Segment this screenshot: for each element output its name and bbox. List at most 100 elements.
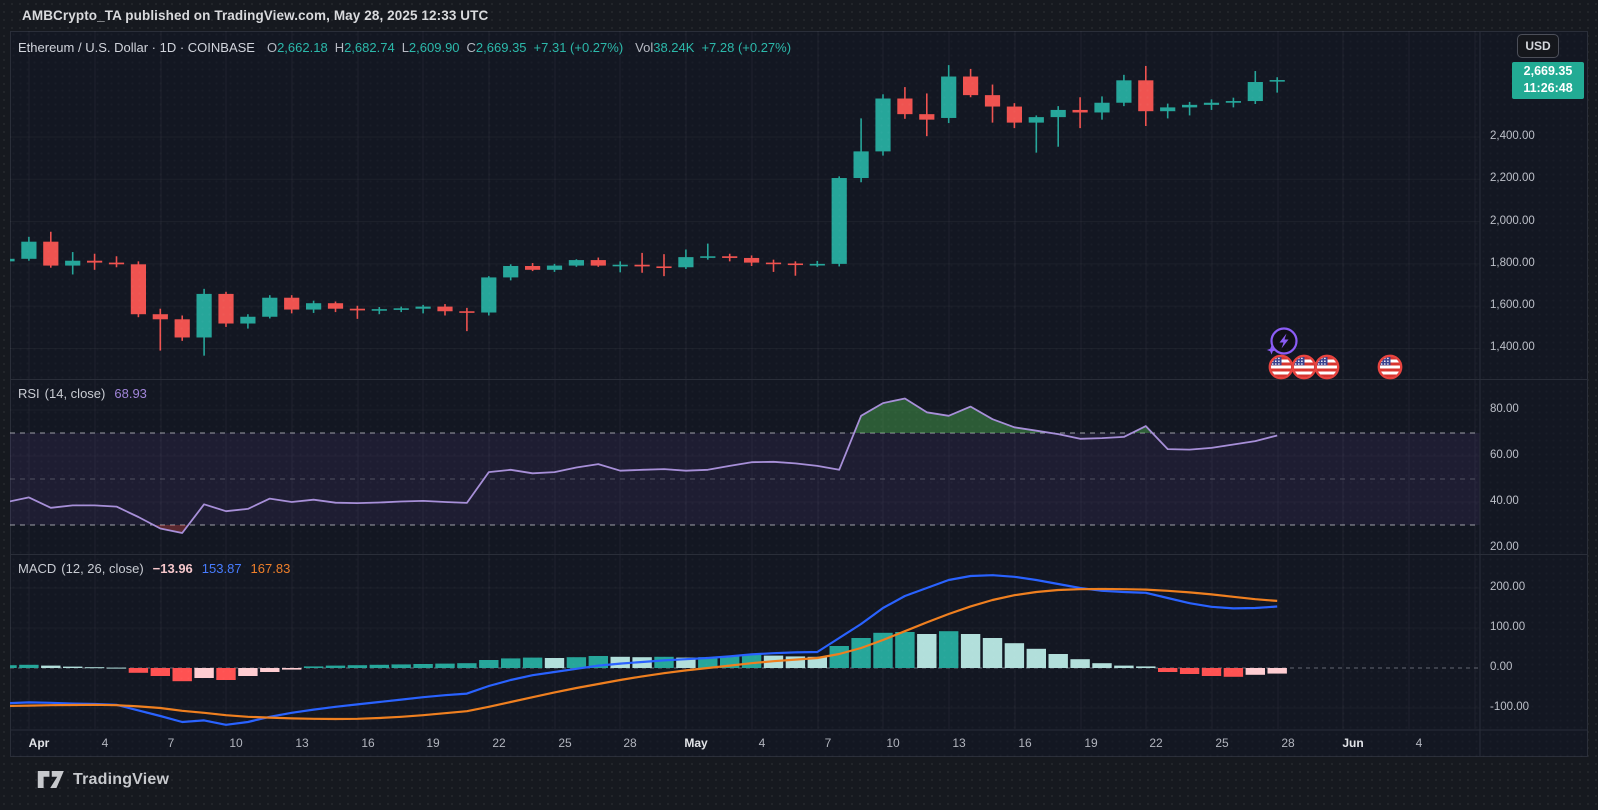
us-flag-event-icon[interactable]	[1291, 354, 1317, 380]
macd-histogram-bar	[41, 665, 61, 668]
macd-histogram-bar	[282, 668, 302, 670]
macd-histogram-bar	[807, 656, 827, 668]
footer-bar: TradingView	[0, 757, 1598, 810]
macd-histogram-bar	[84, 667, 105, 669]
time-axis-label: 13	[295, 736, 309, 750]
candle-body	[744, 257, 760, 263]
time-axis-label: 22	[492, 736, 506, 750]
macd-histogram-bar	[1245, 668, 1265, 675]
signal-lightning-icon[interactable]	[1266, 327, 1298, 355]
candle-body	[1028, 117, 1044, 123]
time-axis-label: 10	[886, 736, 900, 750]
candle-body	[1138, 80, 1154, 112]
macd-histogram-bar	[785, 656, 806, 668]
us-flag-event-icon[interactable]	[1314, 354, 1340, 380]
open-value: 2,662.18	[277, 40, 328, 55]
macd-histogram-bar	[741, 654, 762, 668]
candle-body	[722, 256, 738, 258]
tradingview-brand[interactable]: TradingView	[37, 769, 169, 790]
macd-histogram-bar	[150, 668, 170, 676]
macd-histogram-bar	[501, 658, 521, 668]
candle-body	[65, 260, 81, 266]
open-label: O	[266, 40, 278, 55]
candle-body	[1203, 102, 1220, 105]
candle-body	[853, 151, 869, 179]
close-value: 2,669.35	[475, 40, 527, 55]
candle-body	[481, 277, 497, 313]
candle-body	[875, 98, 891, 152]
macd-histogram-bar	[1026, 648, 1046, 668]
currency-button[interactable]: USD	[1517, 34, 1559, 58]
rsi-oversold-fill	[153, 525, 189, 533]
macd-histogram-bar	[325, 665, 346, 668]
candle-body	[809, 263, 825, 266]
us-flag-event-icon[interactable]	[1377, 354, 1403, 380]
candle-body	[546, 265, 563, 270]
high-value: 2,682.74	[344, 40, 395, 55]
candle-body	[590, 260, 606, 266]
time-axis-label: 13	[952, 736, 966, 750]
macd-histogram-bar	[654, 656, 674, 668]
candle-body	[656, 266, 672, 269]
time-axis-label: 25	[558, 736, 572, 750]
macd-histogram-bar	[851, 638, 871, 668]
candle-body	[1006, 106, 1022, 123]
macd-histogram-bar	[19, 664, 39, 668]
volume-change: +7.28 (+0.27%)	[701, 40, 792, 55]
candle-body	[371, 309, 387, 311]
macd-histogram-bar	[128, 668, 149, 673]
candle-body	[765, 262, 782, 265]
macd-hist-value: −13.96	[152, 561, 193, 576]
bar-countdown: 11:26:48	[1523, 81, 1573, 96]
price-axis-label: 1,600.00	[1490, 299, 1535, 312]
candle-body	[897, 98, 913, 115]
macd-axis-label: 0.00	[1490, 661, 1513, 673]
symbol-title: Ethereum / U.S. Dollar · 1D · COINBASE	[18, 40, 255, 55]
candle-body	[700, 256, 716, 258]
rsi-axis-label: 20.00	[1490, 541, 1519, 553]
macd-histogram-bar	[238, 668, 258, 676]
candle-body	[1116, 80, 1132, 103]
rsi-axis-label: 40.00	[1490, 495, 1519, 507]
candle-body	[108, 262, 125, 265]
low-label: L	[401, 40, 409, 55]
us-flag-event-icon[interactable]	[1268, 354, 1294, 380]
time-axis-label: 16	[361, 736, 375, 750]
macd-histogram-bar	[479, 660, 499, 668]
candle-body	[612, 264, 628, 267]
candle-body	[1094, 102, 1110, 113]
macd-histogram-bar	[676, 657, 696, 668]
time-axis-label: 19	[1084, 736, 1098, 750]
candle-body	[459, 311, 475, 313]
macd-histogram-bar	[194, 668, 214, 678]
candle-body	[1182, 104, 1198, 108]
macd-histogram-bar	[369, 664, 389, 668]
candle-body	[327, 303, 344, 309]
time-axis-label: 28	[623, 736, 637, 750]
candle-body	[174, 319, 190, 338]
macd-histogram-bar	[413, 664, 433, 668]
time-axis-month-label: Apr	[28, 736, 50, 750]
time-axis-month-label: Jun	[1342, 736, 1364, 750]
candle-body	[152, 314, 168, 320]
macd-histogram-bar	[1070, 659, 1090, 668]
macd-histogram-bar	[1223, 668, 1244, 677]
macd-histogram-bar	[63, 666, 83, 668]
time-axis-label: 7	[167, 736, 175, 750]
last-price: 2,669.35	[1523, 64, 1573, 79]
candle-body	[87, 260, 103, 263]
time-axis-label: 4	[758, 736, 766, 750]
macd-histogram-bar	[960, 634, 981, 668]
candle-body	[525, 265, 541, 270]
macd-name: MACD	[18, 561, 57, 576]
time-axis-label: 28	[1281, 736, 1295, 750]
macd-line-value: 153.87	[201, 561, 242, 576]
macd-histogram-bar	[10, 665, 17, 668]
macd-histogram-bar	[1092, 663, 1112, 668]
macd-histogram-bar	[1201, 668, 1222, 676]
macd-histogram-bar	[303, 666, 324, 668]
time-axis-label: 22	[1149, 736, 1163, 750]
rsi-overbought-fill	[854, 398, 1153, 433]
macd-histogram-bar	[457, 663, 477, 668]
